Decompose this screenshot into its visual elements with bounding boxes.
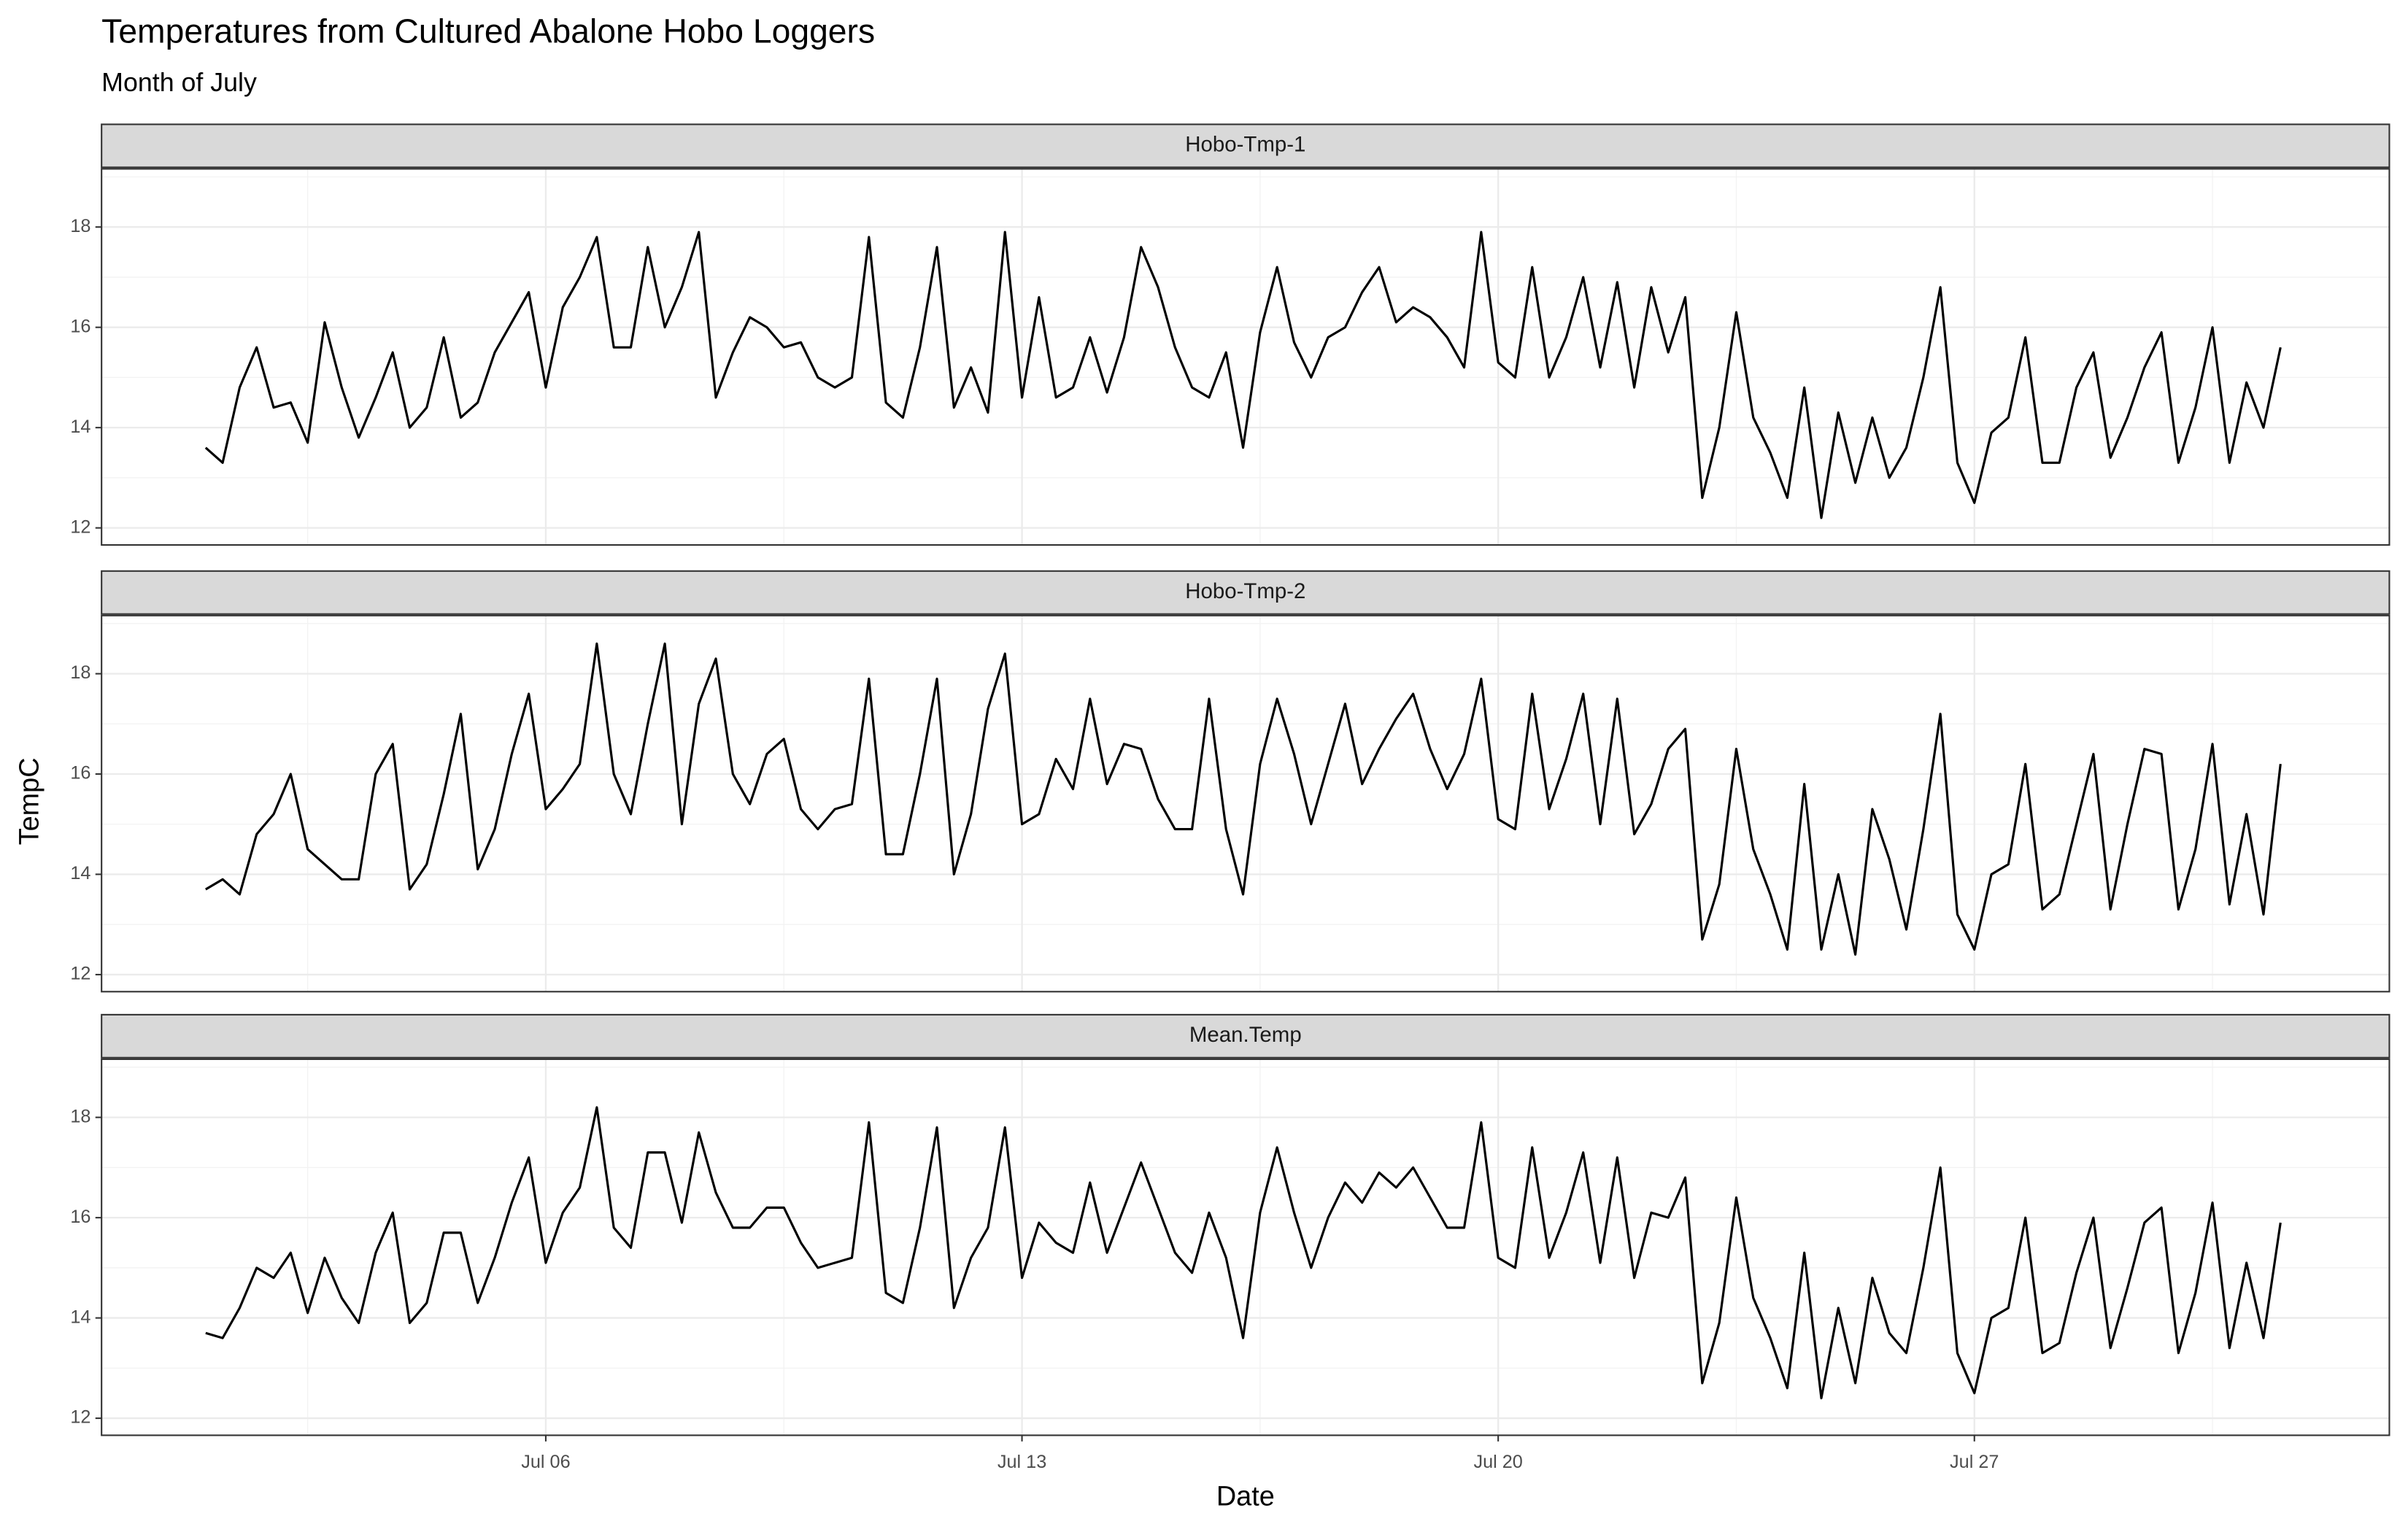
x-tick-label: Jul 20 [1473, 1452, 1522, 1472]
y-tick-label: 18 [70, 216, 90, 236]
y-tick-label: 16 [70, 763, 90, 784]
strip-label: Hobo-Tmp-1 [1185, 133, 1305, 157]
y-tick-label: 16 [70, 1207, 90, 1227]
y-tick-label: 12 [70, 517, 90, 537]
data-line [204, 231, 2282, 519]
panel-border [101, 1058, 2390, 1436]
strip-label: Mean.Temp [1189, 1023, 1302, 1047]
y-tick-label: 18 [70, 1106, 90, 1126]
x-tick-label: Jul 13 [997, 1452, 1046, 1472]
y-tick-label: 14 [70, 863, 90, 883]
y-tick-label: 14 [70, 1307, 90, 1327]
x-axis-label: Date [1216, 1482, 1275, 1512]
y-tick-label: 18 [70, 662, 90, 683]
data-line [205, 642, 2282, 956]
strip [101, 570, 2390, 615]
y-tick-label: 14 [70, 417, 90, 437]
strip [101, 1013, 2390, 1059]
data-line [205, 1106, 2282, 1400]
panel-border [101, 168, 2390, 546]
chart-subtitle: Month of July [101, 68, 257, 97]
strip-label: Hobo-Tmp-2 [1185, 579, 1305, 603]
strip [101, 123, 2390, 169]
y-tick-label: 12 [70, 964, 90, 984]
y-tick-label: 12 [70, 1407, 90, 1428]
y-tick-label: 16 [70, 316, 90, 336]
x-tick-label: Jul 27 [1950, 1452, 1999, 1472]
x-tick-label: Jul 06 [521, 1452, 570, 1472]
panel-border [101, 614, 2390, 993]
chart-title: Temperatures from Cultured Abalone Hobo … [101, 12, 875, 50]
y-axis-label: TempC [14, 757, 45, 845]
